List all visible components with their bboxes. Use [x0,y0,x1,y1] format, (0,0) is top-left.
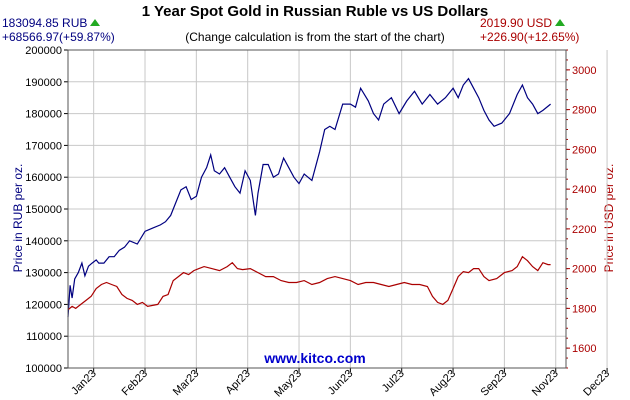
y-tick-label-left: 200000 [25,45,62,57]
chart-subtitle: (Change calculation is from the start of… [185,30,445,44]
series-line-rub [67,77,551,318]
x-tick-label: Jan23 [69,368,99,398]
x-tick-label: Jun23 [326,368,356,398]
rub-change-value: +68566.97(+59.87%) [2,30,115,44]
x-tick-label: Dec23 [581,368,612,399]
y-tick-label-left: 160000 [25,172,62,184]
x-tick-label: Aug23 [427,368,458,399]
y-tick-label-left: 150000 [25,204,62,216]
y-tick-label-left: 130000 [25,268,62,280]
y-tick-label-right: 2000 [572,264,596,276]
y-tick-label-right: 1800 [572,303,596,315]
y-tick-label-left: 190000 [25,77,62,89]
x-tick-label: Feb23 [120,368,151,399]
y-tick-label-right: 3000 [572,65,596,77]
y-tick-label-left: 100000 [25,363,62,375]
kitco-watermark: www.kitco.com [264,350,366,366]
plot-border [67,49,567,369]
y-tick-label-left: 180000 [25,109,62,121]
usd-price-stat: 2019.90 USD [480,16,566,30]
usd-price-value: 2019.90 USD [480,16,553,30]
up-arrow-icon [90,19,101,26]
y-tick-label-right: 2400 [572,184,596,196]
x-tick-label: May23 [272,368,304,400]
y-tick-label-right: 2600 [572,144,596,156]
x-tick-label: Mar23 [171,368,202,399]
usd-change-value: +226.90(+12.65%) [480,30,580,44]
y-tick-label-right: 2800 [572,105,596,117]
y-tick-label-left: 170000 [25,140,62,152]
series-line-usd [67,255,551,311]
x-tick-label: Apr23 [224,368,253,397]
y-tick-label-left: 110000 [26,331,62,343]
rub-price-value: 183094.85 RUB [2,16,88,30]
y-tick-label-right: 1600 [572,343,596,355]
x-tick-label: Nov23 [530,368,561,399]
rub-price-stat: 183094.85 RUB [2,16,101,30]
x-tick-label: Sep23 [479,368,510,399]
y-tick-label-left: 140000 [25,236,62,248]
up-arrow-icon [555,19,566,26]
y-tick-label-left: 120000 [25,299,62,311]
y-tick-label-right: 2200 [572,224,596,236]
chart-title: 1 Year Spot Gold in Russian Ruble vs US … [141,3,489,20]
x-tick-label: Jul23 [380,368,407,395]
